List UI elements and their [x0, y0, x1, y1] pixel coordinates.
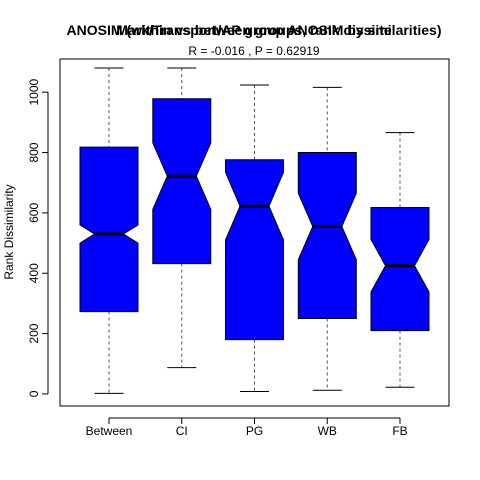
- box-fb: [370, 132, 430, 388]
- chart-title-2: Mark/Transport/AP group ANOSIM by site: [116, 22, 392, 38]
- y-tick-label: 1000: [27, 79, 41, 106]
- box-ci: [152, 67, 212, 369]
- box-body: [370, 207, 430, 332]
- chart-subtitle: R = -0.016 , P = 0.62919: [188, 44, 320, 58]
- y-tick-label: 0: [27, 390, 41, 397]
- box-wb: [297, 86, 357, 391]
- box-group: [79, 67, 430, 394]
- box-between: [79, 67, 139, 394]
- y-tick-label: 800: [27, 142, 41, 162]
- box-body: [225, 159, 284, 341]
- y-axis-label: Rank Dissimilarity: [2, 184, 16, 279]
- y-axis: 0 200 400 600 800 1000: [27, 79, 49, 397]
- chart-title-1: ANOSIM (within vs between groups, rank d…: [67, 22, 442, 38]
- x-tick-label: PG: [246, 424, 263, 438]
- y-tick-label: 400: [27, 263, 41, 283]
- x-axis: Between CI PG WB FB: [86, 417, 408, 438]
- box-body: [152, 98, 212, 265]
- y-tick-label: 200: [27, 323, 41, 343]
- x-tick-label: WB: [318, 424, 337, 438]
- plot-frame: [59, 58, 450, 407]
- y-tick-label: 600: [27, 203, 41, 223]
- box-body: [79, 146, 139, 313]
- box-body: [297, 152, 357, 319]
- x-tick-label: FB: [392, 424, 407, 438]
- box-pg: [225, 84, 284, 393]
- x-tick-label: CI: [176, 424, 188, 438]
- x-tick-label: Between: [86, 424, 133, 438]
